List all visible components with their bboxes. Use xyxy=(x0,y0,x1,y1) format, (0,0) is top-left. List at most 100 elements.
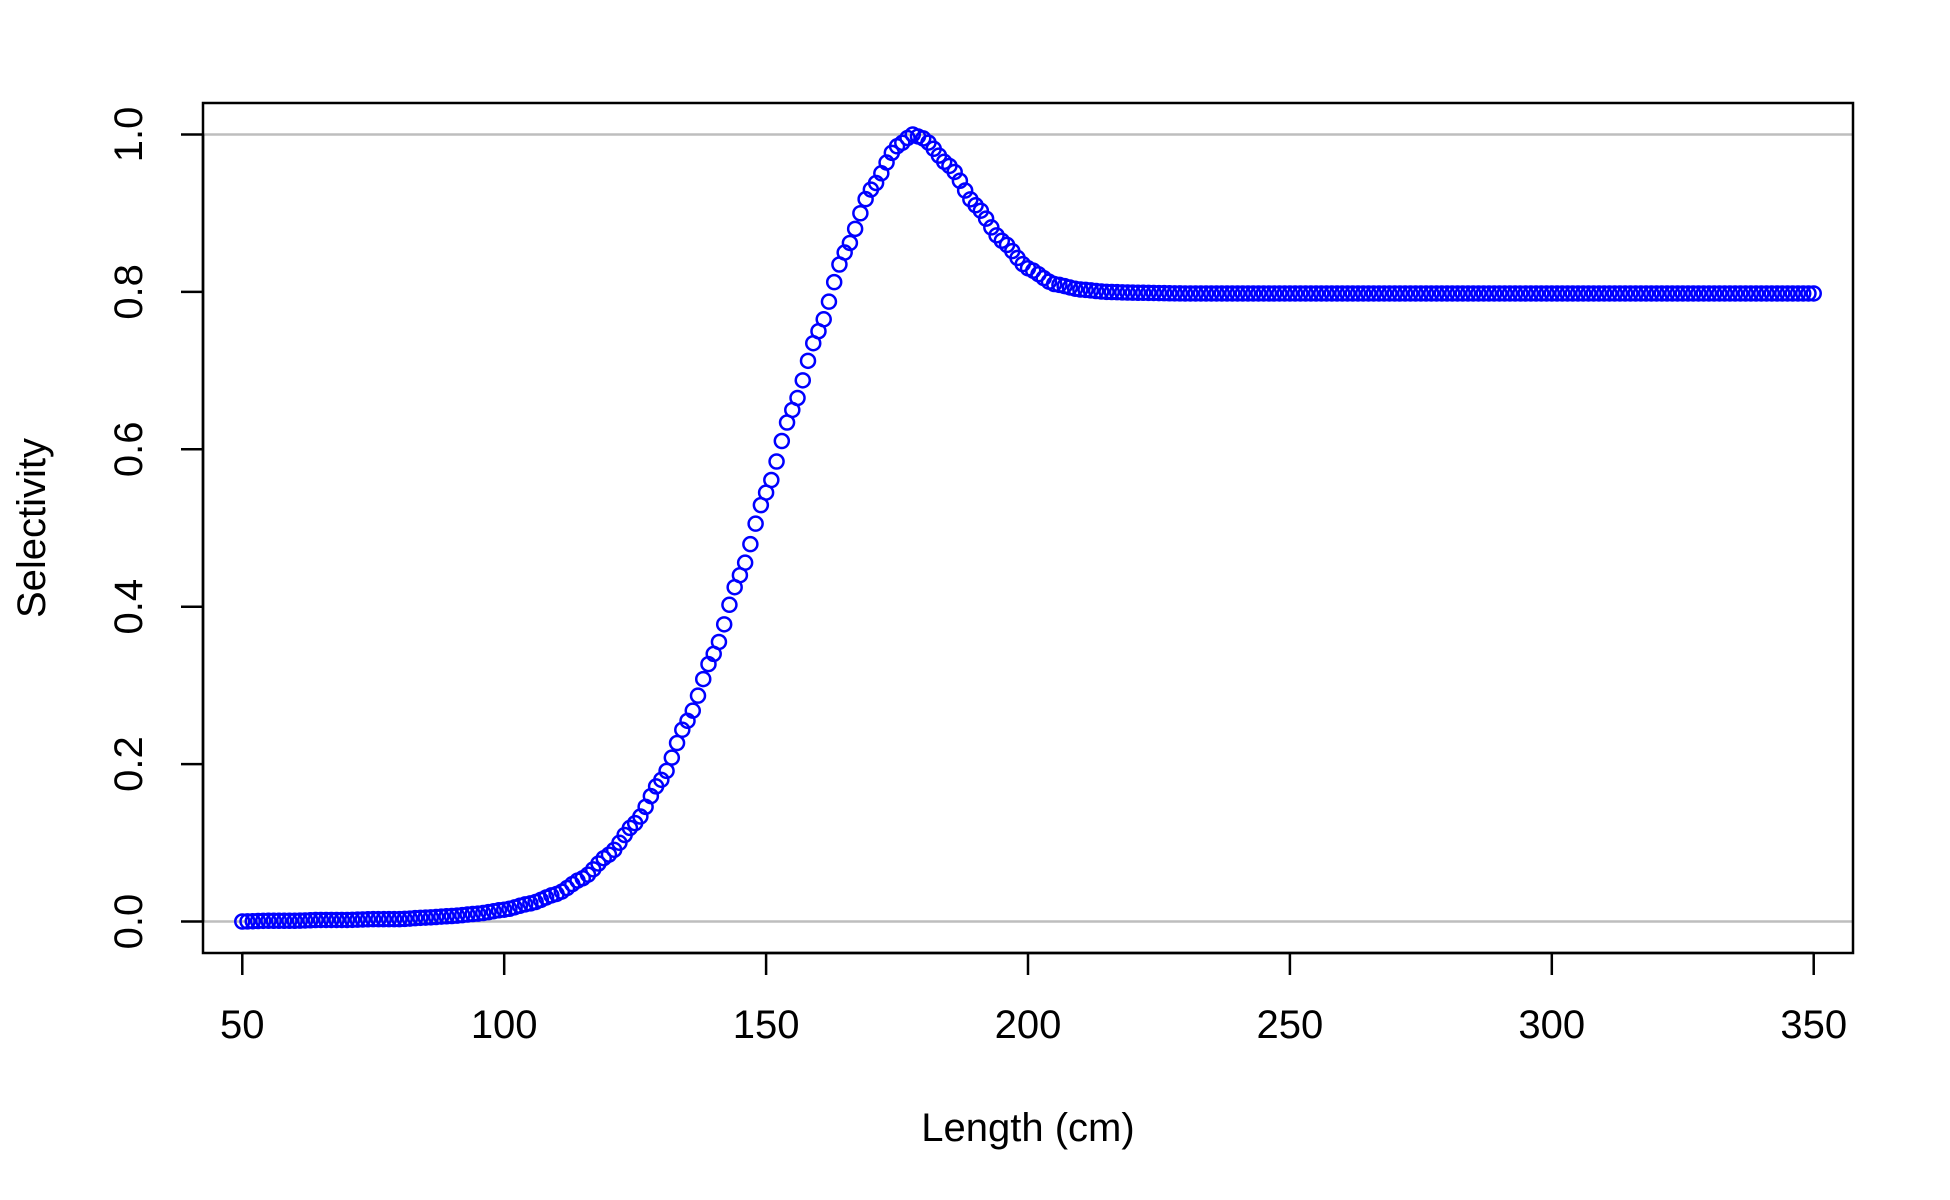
data-point xyxy=(736,554,754,571)
data-point xyxy=(1423,285,1440,302)
data-point xyxy=(291,912,309,929)
data-point xyxy=(1459,285,1477,302)
data-point xyxy=(841,234,859,252)
data-point xyxy=(359,911,377,928)
y-tick-label: 0.6 xyxy=(107,421,151,477)
data-point xyxy=(1129,284,1147,301)
data-point xyxy=(1124,284,1142,301)
data-point xyxy=(1742,285,1760,302)
data-point xyxy=(1093,283,1110,300)
data-point xyxy=(1087,282,1105,300)
data-point xyxy=(689,687,707,704)
data-point xyxy=(1548,285,1566,302)
data-point xyxy=(763,471,780,489)
data-point xyxy=(1365,285,1382,302)
x-tick-label: 50 xyxy=(220,1003,265,1047)
data-point xyxy=(1354,285,1372,302)
data-point xyxy=(1412,285,1430,302)
data-points xyxy=(234,126,1822,930)
data-point xyxy=(794,372,812,389)
data-point xyxy=(1648,285,1665,302)
data-point xyxy=(401,910,419,927)
data-point xyxy=(438,908,455,925)
data-point xyxy=(1637,285,1655,302)
data-point xyxy=(1349,285,1367,302)
data-point xyxy=(1098,283,1115,301)
data-point xyxy=(1234,285,1252,302)
data-point xyxy=(977,210,995,227)
data-point xyxy=(852,205,869,222)
data-point xyxy=(427,908,445,926)
data-point xyxy=(1485,285,1503,302)
data-point xyxy=(1512,285,1529,302)
x-tick-label: 200 xyxy=(995,1003,1062,1047)
data-point xyxy=(1323,285,1341,302)
data-point xyxy=(1260,285,1278,302)
data-point xyxy=(694,670,712,688)
data-point xyxy=(742,535,759,553)
data-point xyxy=(1297,285,1314,302)
data-point xyxy=(1360,285,1377,302)
data-point xyxy=(1339,285,1356,302)
data-point xyxy=(789,389,806,407)
data-point xyxy=(349,911,366,928)
data-point xyxy=(1438,285,1456,302)
data-point xyxy=(249,912,267,930)
data-point xyxy=(590,855,607,872)
data-point xyxy=(281,912,298,929)
data-point xyxy=(1307,285,1325,302)
data-point xyxy=(265,912,282,929)
data-point xyxy=(1239,285,1257,302)
data-point xyxy=(684,702,702,719)
data-point xyxy=(448,907,466,924)
data-point xyxy=(653,771,670,789)
x-tick-label: 100 xyxy=(471,1003,538,1047)
data-point xyxy=(1166,285,1183,302)
data-point xyxy=(668,734,686,752)
data-point xyxy=(1711,285,1728,302)
data-point xyxy=(1391,285,1409,302)
data-point xyxy=(275,912,293,929)
data-point xyxy=(1108,283,1126,301)
data-point xyxy=(296,912,314,929)
data-point xyxy=(1176,285,1194,302)
data-point xyxy=(1779,285,1796,302)
data-point xyxy=(1265,285,1283,302)
data-point xyxy=(417,909,434,926)
data-point xyxy=(1585,285,1602,302)
data-point xyxy=(1475,285,1492,302)
data-point xyxy=(1554,285,1571,302)
data-point xyxy=(1077,281,1094,299)
data-point xyxy=(1433,285,1451,302)
data-point xyxy=(422,909,440,926)
data-point xyxy=(1669,285,1686,302)
data-point xyxy=(1375,285,1393,302)
x-axis: 50 100 150 200 250 300 350 xyxy=(220,951,1847,1047)
data-point xyxy=(1250,285,1267,302)
data-point xyxy=(1506,285,1524,302)
data-point xyxy=(1192,285,1210,302)
data-point xyxy=(1684,285,1702,302)
data-point xyxy=(710,633,728,651)
data-point xyxy=(1208,285,1225,302)
data-point xyxy=(1794,285,1812,302)
data-point xyxy=(239,913,256,930)
y-tick-label: 0.4 xyxy=(107,579,151,635)
data-point xyxy=(464,905,482,923)
data-point xyxy=(1428,285,1445,302)
data-point xyxy=(1197,285,1215,302)
data-point xyxy=(988,227,1005,244)
x-tick-label: 350 xyxy=(1780,1003,1847,1047)
data-point xyxy=(846,220,864,238)
data-point xyxy=(956,182,974,199)
data-point xyxy=(1700,285,1718,302)
data-point xyxy=(354,911,372,928)
data-point xyxy=(1328,285,1346,302)
data-point xyxy=(1255,285,1272,302)
x-tick-label: 250 xyxy=(1257,1003,1324,1047)
data-point xyxy=(1753,285,1770,302)
data-point xyxy=(820,293,838,310)
data-point xyxy=(1501,285,1519,302)
data-point xyxy=(1726,285,1744,302)
data-point xyxy=(579,866,597,883)
